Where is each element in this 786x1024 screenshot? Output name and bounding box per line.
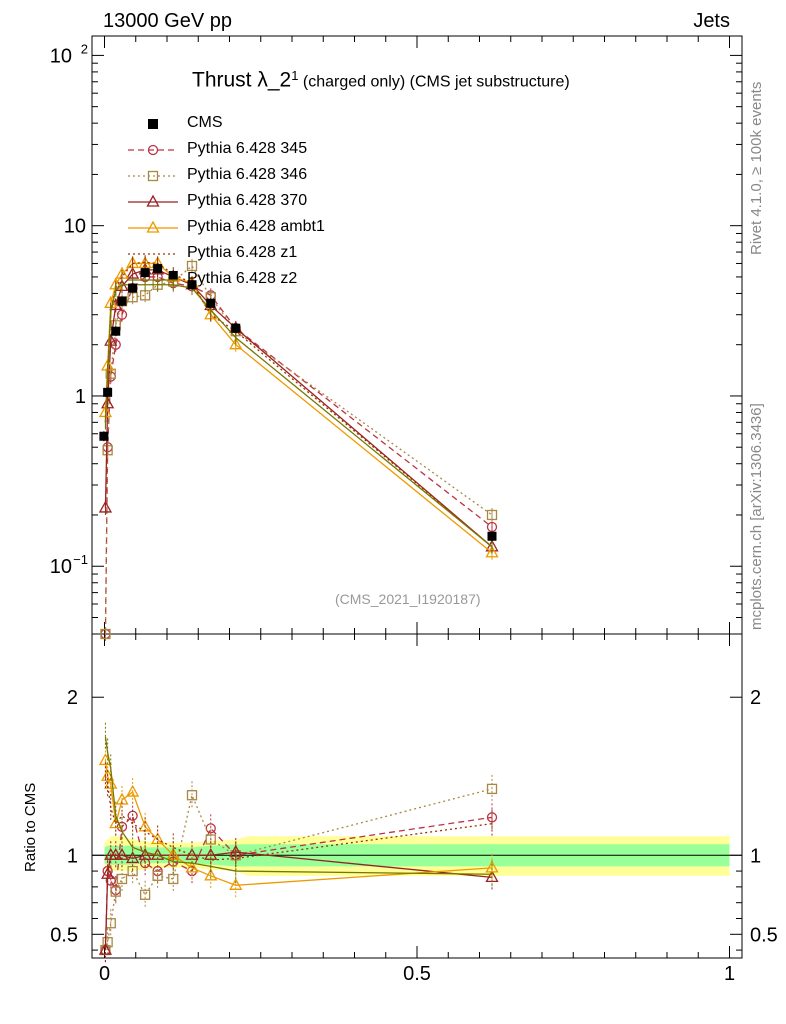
legend-marker-1: [147, 144, 159, 156]
cms-data-point: [117, 296, 127, 306]
legend-label: Pythia 6.428 346: [187, 166, 308, 183]
cms-data-point: [128, 283, 138, 293]
legend-label: Pythia 6.428 z1: [187, 244, 298, 261]
legend-marker-3: [146, 194, 160, 207]
series-2-ratio-marker: [115, 847, 129, 860]
series-4-main-line: [104, 261, 493, 548]
series-1-ratio-marker: [186, 790, 198, 801]
header-jets-label: Jets: [693, 10, 730, 32]
series-3-ratio-marker: [98, 753, 113, 766]
series-1-ratio-marker: [205, 834, 216, 845]
legend-label: Pythia 6.428 370: [187, 192, 308, 209]
main-y-tick-exponent: 2: [81, 41, 88, 56]
series-1-main-marker: [486, 509, 498, 521]
cms-data-point: [99, 431, 109, 441]
series-2-ratio-marker: [98, 942, 113, 955]
series-2-ratio-marker: [126, 851, 140, 864]
ratio-y-tick-label: 0.5: [50, 924, 78, 946]
legend-label: Pythia 6.428 345: [187, 140, 308, 157]
main-y-tick-label: 10: [50, 45, 72, 67]
series-0-ratio-line: [104, 814, 493, 951]
series-1-ratio-marker: [139, 889, 151, 900]
series-3-ratio-marker: [204, 868, 218, 881]
main-y-tick-exponent: −1: [73, 552, 88, 567]
series-1-ratio-marker: [102, 937, 113, 948]
series-2-main-marker: [104, 333, 118, 346]
series-3-main-line: [104, 262, 493, 554]
series-1-ratio-marker: [127, 865, 138, 877]
title-main: Thrust λ_2: [192, 68, 292, 92]
legend-cms-marker: [148, 119, 158, 129]
series-3-ratio-marker: [115, 792, 129, 805]
series-3-ratio-marker: [126, 784, 140, 797]
series-2-ratio-marker: [101, 866, 115, 879]
legend-label: Pythia 6.428 ambt1: [187, 218, 325, 235]
series-3-main-marker: [229, 337, 243, 350]
cms-data-point: [140, 268, 150, 278]
ratio-y-tick-label-right: 2: [750, 687, 761, 709]
ratio-plot-frame: [91, 633, 743, 959]
main-y-tick-label: 1: [75, 386, 86, 408]
series-2-ratio-marker: [109, 847, 123, 860]
ratio-y-tick-label-right: 0.5: [750, 924, 778, 946]
series-1-main-marker: [186, 260, 198, 272]
legend-label: Pythia 6.428 z2: [187, 270, 298, 287]
series-2-main-marker: [101, 396, 115, 409]
analysis-id-label: (CMS_2021_I1920187): [335, 591, 481, 607]
series-1-main-line: [104, 264, 493, 635]
series-1-ratio-marker: [168, 873, 179, 885]
rivet-version-label: Rivet 4.1.0, ≥ 100k events: [748, 81, 765, 255]
source-label: mcplots.cern.ch [arXiv:1306.3436]: [748, 403, 765, 630]
ratio-y-tick-label-right: 1: [750, 845, 761, 867]
x-tick-label: 1: [724, 963, 735, 985]
series-1-ratio-marker: [486, 783, 498, 795]
chart-title: Thrust λ_21 (charged only) (CMS jet subs…: [192, 68, 570, 92]
cms-data-point: [103, 387, 113, 397]
ratio-y-axis-label: Ratio to CMS: [22, 782, 39, 872]
cms-data-point: [206, 298, 216, 308]
main-y-tick-label: 10: [64, 216, 86, 238]
cms-data-point: [487, 531, 497, 541]
cms-data-point: [231, 323, 241, 333]
cms-data-point: [111, 326, 121, 336]
series-0-main-line: [104, 276, 493, 635]
series-0-main-marker: [116, 309, 128, 320]
ratio-y-tick-label: 2: [67, 687, 78, 709]
series-3-ratio-marker: [229, 877, 243, 890]
title-suffix: (charged only) (CMS jet substructure): [302, 73, 570, 91]
legend-label: CMS: [187, 114, 223, 131]
header-energy-label: 13000 GeV pp: [103, 10, 232, 32]
series-0-ratio-marker: [205, 823, 216, 834]
series-1-ratio-marker: [152, 870, 163, 881]
cms-data-point: [168, 270, 178, 280]
series-2-main-marker: [98, 500, 113, 513]
series-2-ratio-marker: [229, 844, 243, 857]
x-tick-label: 0: [99, 963, 110, 985]
cms-data-point: [187, 280, 197, 290]
series-1-main-marker: [102, 445, 113, 456]
cms-data-point: [153, 264, 163, 274]
series-3-ratio-marker: [185, 860, 199, 873]
series-1-ratio-marker: [110, 886, 121, 897]
legend-marker-4: [146, 220, 160, 233]
ratio-y-tick-label: 1: [67, 845, 78, 867]
main-y-tick-label: 10: [50, 556, 72, 578]
legend-marker-2: [147, 170, 159, 182]
series-5-main-line: [104, 284, 493, 548]
series-3-ratio-marker: [485, 860, 499, 873]
series-3-main-marker: [485, 545, 499, 558]
series-1-ratio-marker: [116, 873, 128, 885]
series-1-main-marker: [100, 628, 111, 640]
title-superscript: 1: [291, 68, 299, 83]
series-1-main-marker: [105, 368, 116, 379]
x-tick-label: 0.5: [403, 963, 431, 985]
